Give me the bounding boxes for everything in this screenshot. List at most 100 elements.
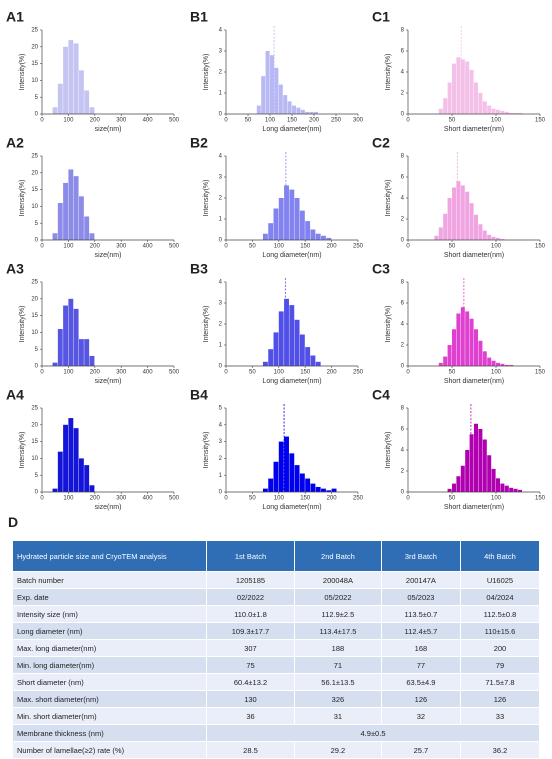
table-cell: 71 <box>293 656 382 674</box>
bar <box>438 227 443 240</box>
summary-table: Hydrated particle size and CryoTEM analy… <box>12 540 541 759</box>
y-tick-label: 0 <box>401 364 405 370</box>
x-tick-label: 100 <box>491 370 502 376</box>
bar <box>270 55 274 114</box>
header-cell: 1st Batch <box>206 540 295 572</box>
panel-label: B1 <box>190 9 208 25</box>
bar <box>84 465 90 492</box>
bar <box>52 362 58 366</box>
panel-label: C3 <box>372 261 390 277</box>
y-axis-label: Intensity(%) <box>19 180 26 217</box>
bar <box>261 76 266 114</box>
x-tick-label: 100 <box>265 118 276 124</box>
x-tick-label: 0 <box>224 370 228 376</box>
table-cell: 307 <box>206 639 295 657</box>
x-tick-label: 0 <box>40 370 44 376</box>
x-tick-label: 50 <box>249 244 256 250</box>
y-axis-label: Intensity(%) <box>19 432 26 469</box>
table-cell: 28.5 <box>206 741 295 759</box>
y-tick-label: 6 <box>401 301 405 307</box>
y-tick-label: 5 <box>219 406 223 412</box>
y-axis-label: Intensity(%) <box>19 54 26 91</box>
y-tick-label: 1 <box>219 91 223 97</box>
bar <box>438 108 443 114</box>
bar <box>500 110 505 114</box>
y-tick-label: 1 <box>219 343 223 349</box>
table-cell: 200147A <box>380 571 461 589</box>
x-tick-label: 400 <box>143 496 154 502</box>
table-cell: 110±15.6 <box>459 622 541 640</box>
table-cell: 79 <box>459 656 541 674</box>
table-cell: 04/2024 <box>459 588 541 606</box>
y-tick-label: 4 <box>401 196 405 202</box>
y-tick-label: 0 <box>35 112 39 118</box>
table-cell: 32 <box>380 707 461 725</box>
bar <box>496 362 500 366</box>
y-tick-label: 6 <box>401 427 405 433</box>
header-cell: 4th Batch <box>459 540 541 572</box>
y-axis-label: Intensity(%) <box>203 432 210 469</box>
y-tick-label: 2 <box>401 91 405 97</box>
bar <box>326 237 332 240</box>
table-cell: 05/2023 <box>380 588 461 606</box>
panel-label: B2 <box>190 135 208 151</box>
x-tick-label: 150 <box>300 496 311 502</box>
row-label: Long diameter (nm) <box>12 622 207 640</box>
x-tick-label: 100 <box>274 496 285 502</box>
row-label: Max. long diameter(nm) <box>12 639 207 657</box>
bar <box>504 485 509 492</box>
bar <box>443 356 448 366</box>
table-cell: 63.5±4.9 <box>380 673 461 691</box>
bar <box>456 476 461 492</box>
y-tick-label: 0 <box>219 490 223 496</box>
bar <box>262 233 268 240</box>
x-tick-label: 100 <box>63 370 74 376</box>
bar <box>278 84 283 114</box>
x-tick-label: 100 <box>491 244 502 250</box>
table-cell: 02/2022 <box>206 588 295 606</box>
bar <box>315 233 321 240</box>
bar <box>268 349 274 366</box>
table-cell: 60.4±13.2 <box>206 673 295 691</box>
x-tick-label: 500 <box>169 244 180 250</box>
x-tick-label: 150 <box>287 118 298 124</box>
y-axis-label: Intensity(%) <box>203 306 210 343</box>
table-cell: 188 <box>293 639 382 657</box>
table-cell: 112.4±5.7 <box>380 622 461 640</box>
bar <box>465 61 470 114</box>
x-tick-label: 400 <box>143 244 154 250</box>
bar <box>292 105 296 114</box>
x-tick-label: 50 <box>449 370 456 376</box>
bar <box>509 487 514 492</box>
x-tick-label: 400 <box>143 370 154 376</box>
y-tick-label: 5 <box>35 221 39 227</box>
bar <box>274 67 279 114</box>
y-tick-label: 4 <box>219 28 223 34</box>
bar <box>294 198 300 240</box>
bar <box>482 101 487 114</box>
bar <box>482 351 487 366</box>
bar <box>294 319 300 366</box>
bar <box>452 329 456 366</box>
table-cell: 77 <box>380 656 461 674</box>
panel-label: C2 <box>372 135 390 151</box>
table-cell: 1205185 <box>206 571 295 589</box>
x-tick-label: 0 <box>224 244 228 250</box>
bar <box>452 63 456 114</box>
bar <box>52 488 58 492</box>
y-tick-label: 25 <box>31 28 38 34</box>
y-tick-label: 3 <box>219 175 223 181</box>
bar <box>287 101 292 114</box>
bar <box>469 318 474 366</box>
x-tick-label: 50 <box>245 118 252 124</box>
x-tick-label: 100 <box>63 244 74 250</box>
y-tick-label: 8 <box>401 406 405 412</box>
bar <box>278 441 284 492</box>
bar <box>487 105 492 114</box>
y-tick-label: 2 <box>401 469 405 475</box>
bar <box>310 355 316 366</box>
x-tick-label: 200 <box>309 118 320 124</box>
bar <box>474 423 478 492</box>
x-tick-label: 200 <box>90 244 101 250</box>
